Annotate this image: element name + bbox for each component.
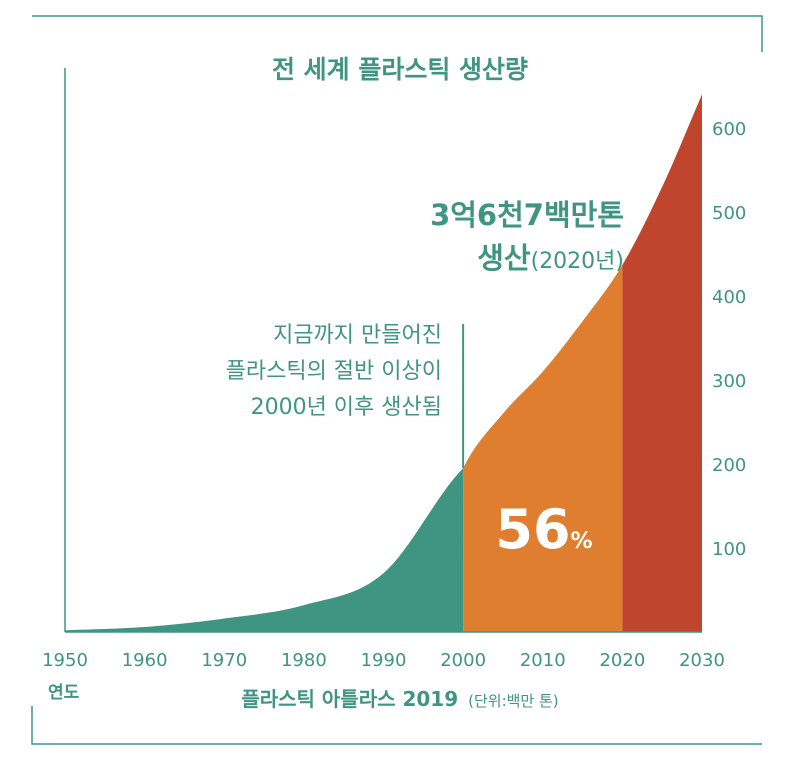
source-label: 플라스틱 아틀라스 2019 — [241, 687, 459, 711]
annotation-line-3: 2000년 이후 생산됨 — [250, 395, 442, 420]
y-tick-label: 200 — [712, 455, 746, 476]
area-layer — [65, 94, 702, 632]
axis-layer — [64, 68, 702, 633]
x-tick-label: 2030 — [679, 650, 725, 671]
x-tick-label: 1990 — [361, 650, 407, 671]
y-tick-label: 100 — [712, 539, 746, 560]
share-label: 56% — [465, 498, 623, 561]
share-value: 56 — [495, 498, 571, 561]
x-tick-labels: 1950 1960 1970 1980 1990 2000 2010 2020 2030 — [42, 650, 725, 671]
x-tick-label: 1950 — [42, 650, 88, 671]
annotation-line-2: 플라스틱의 절반 이상이 — [225, 359, 442, 384]
x-tick-label: 1980 — [281, 650, 327, 671]
x-tick-label: 1970 — [201, 650, 247, 671]
frame-decoration — [31, 15, 763, 745]
area-segment-2 — [463, 264, 623, 632]
frame-corner-top-right — [32, 15, 763, 52]
y-tick-label: 500 — [712, 203, 746, 224]
area-segment-1 — [65, 468, 464, 632]
y-tick-label: 300 — [712, 371, 746, 392]
x-tick-label: 2020 — [599, 650, 645, 671]
x-tick-label: 2000 — [440, 650, 486, 671]
y-tick-label: 400 — [712, 287, 746, 308]
chart-title: 전 세계 플라스틱 생산량 — [271, 55, 529, 84]
x-tick-label: 2010 — [520, 650, 566, 671]
footer: 플라스틱 아틀라스 2019 (단위:백만 톤) — [0, 683, 800, 712]
production-callout: 3억6천7백만톤 생산(2020년) — [430, 194, 624, 285]
cumulative-annotation: 지금까지 만들어진 플라스틱의 절반 이상이 2000년 이후 생산됨 — [226, 318, 442, 426]
x-axis-label: 연도 — [48, 683, 80, 703]
annotation-line-1: 지금까지 만들어진 — [273, 323, 442, 348]
y-tick-label: 600 — [712, 119, 746, 140]
callout-amount: 3억6천7백만톤 — [430, 198, 624, 232]
callout-line-2: 생산(2020년) — [430, 236, 624, 285]
x-tick-label: 1960 — [122, 650, 168, 671]
unit-note: (단위:백만 톤) — [468, 692, 559, 710]
share-unit: % — [570, 529, 593, 554]
frame-corner-bottom-left — [31, 706, 762, 745]
callout-year: (2020년) — [530, 249, 624, 274]
area-segment-3 — [622, 94, 702, 632]
callout-produced: 생산 — [477, 241, 531, 275]
y-tick-labels: 100 200 300 400 500 600 — [712, 119, 746, 560]
